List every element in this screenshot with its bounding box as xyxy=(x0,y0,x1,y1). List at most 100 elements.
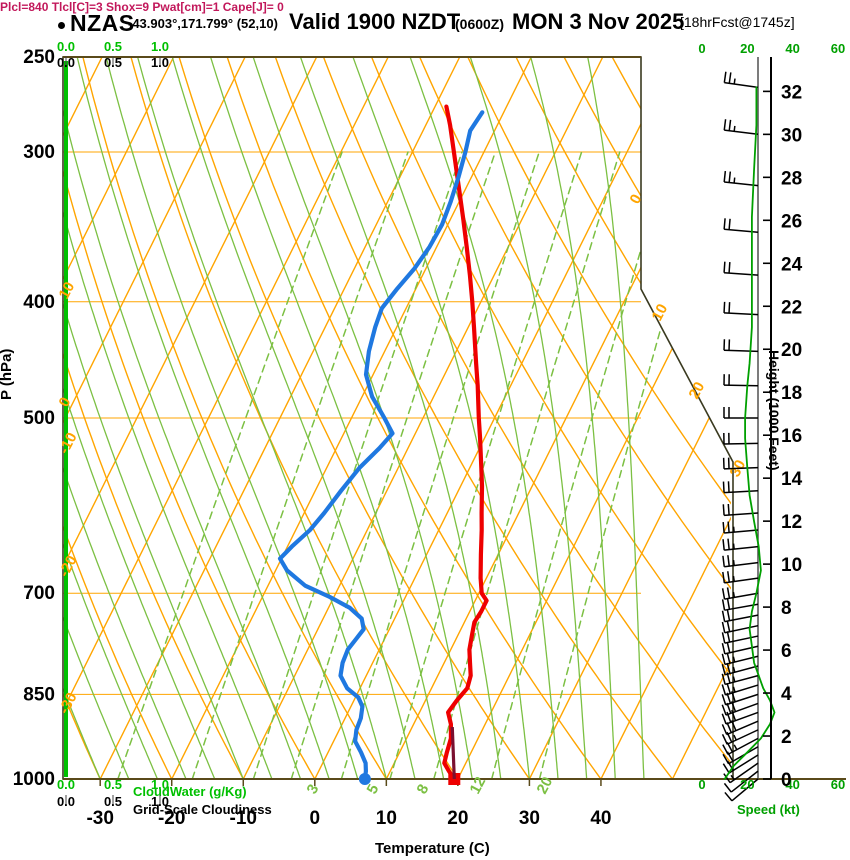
wind-barb xyxy=(721,631,759,644)
cloudwater-tick-label: 1.0 xyxy=(151,39,169,54)
height-tick-label: 26 xyxy=(781,211,802,232)
mixing-ratio-line xyxy=(290,151,497,779)
height-tick-label: 12 xyxy=(781,512,802,533)
stability-indices: Plcl=840 Tlcl[C]=3 Shox=9 Pwat[cm]=1 Cap… xyxy=(0,0,284,14)
wind-barb xyxy=(723,301,759,316)
mixing-ratio-label: 3 xyxy=(304,782,323,797)
height-tick-label: 0 xyxy=(781,770,792,791)
mixing-ratio-line xyxy=(117,151,343,779)
cloudiness-scale: 0.0 0.5 1.0 xyxy=(57,794,169,809)
speed-tick-label-top: 0 xyxy=(698,41,705,56)
wind-barb xyxy=(723,170,759,187)
wind-barb xyxy=(721,710,759,725)
height-tick-label: 24 xyxy=(781,254,803,275)
moist-adiabat-line xyxy=(469,57,588,779)
height-tick-label: 6 xyxy=(781,641,792,662)
dry-adiabat-line xyxy=(130,57,459,779)
utc-time: (0600Z) xyxy=(455,16,505,32)
height-tick-label: 28 xyxy=(781,168,802,189)
mixing-ratio-label: 20 xyxy=(534,774,557,797)
mixing-ratio-line xyxy=(191,151,409,779)
speed-tick-label-top: 20 xyxy=(740,41,754,56)
moist-adiabat-line xyxy=(299,57,502,779)
valid-time: Valid 1900 NZDT xyxy=(289,9,461,34)
mixing-ratio-label: 8 xyxy=(414,782,433,797)
wind-barb xyxy=(721,587,759,600)
wind-barb xyxy=(722,481,759,494)
isotherm-line xyxy=(63,57,389,779)
speed-tick-label-bottom: 0 xyxy=(698,777,705,792)
wind-barb xyxy=(723,432,759,445)
dry-adiabat-line xyxy=(515,57,731,779)
speed-tick-label-bottom: 20 xyxy=(740,777,754,792)
mixing-ratio-line xyxy=(490,151,671,779)
speed-tick-label-bottom: 60 xyxy=(831,777,845,792)
height-tick-label: 18 xyxy=(781,383,802,404)
wind-barb xyxy=(723,71,759,89)
moist-adiabat-line xyxy=(63,57,101,779)
pressure-tick-label: 300 xyxy=(23,142,55,163)
temperature-tick-label: -10 xyxy=(230,808,257,829)
wind-speed-line xyxy=(723,86,776,780)
wind-barb xyxy=(721,662,759,676)
isotherm-label: 10 xyxy=(56,279,79,302)
isotherm-line xyxy=(242,57,604,779)
dry-adiabat-line xyxy=(63,57,245,779)
moist-adiabat-line xyxy=(209,57,445,779)
height-tick-label: 20 xyxy=(781,340,802,361)
valid-date: MON 3 Nov 2025 xyxy=(512,9,685,34)
cloudiness-scale: 0.0 0.5 1.0 xyxy=(57,55,169,70)
cloudwater-tick-label: 0.5 xyxy=(104,777,122,792)
isotherm-line xyxy=(744,57,850,779)
wind-barb xyxy=(723,770,759,793)
wind-barb xyxy=(722,457,759,470)
dry-adiabat-line xyxy=(419,57,731,779)
wind-barb xyxy=(723,407,758,419)
wind-barb xyxy=(721,598,759,611)
height-tick-label: 16 xyxy=(781,426,802,447)
pressure-tick-labels: 250 300 400 500 700 850 1000 xyxy=(13,47,55,790)
cloudwater-tick-label: 0.5 xyxy=(104,39,122,54)
height-tick-label: 2 xyxy=(781,727,792,748)
dry-adiabat-label: 20 xyxy=(686,379,709,402)
speed-axis-label: Speed (kt) xyxy=(737,802,800,817)
wind-barb xyxy=(722,538,759,551)
pressure-tick-label: 400 xyxy=(23,292,55,313)
surface-markers xyxy=(358,726,461,785)
moist-adiabat-line xyxy=(587,57,645,779)
pressure-tick-label: 250 xyxy=(23,47,55,68)
cloudwater-tick-label: 1.0 xyxy=(151,777,169,792)
moist-adiabat-line xyxy=(252,57,473,779)
moist-adiabat-line xyxy=(105,57,359,779)
wind-barb xyxy=(723,261,759,276)
cloudwater-axis-label: CloudWater (g/Kg) xyxy=(133,784,247,799)
wind-barb xyxy=(722,555,759,568)
pressure-tick-label: 1000 xyxy=(13,769,55,790)
temperature-tick-label: -20 xyxy=(158,808,185,829)
isotherm-line xyxy=(63,57,175,779)
wind-barb xyxy=(721,609,759,623)
isotherm-line xyxy=(63,57,318,779)
wind-barb xyxy=(721,682,759,696)
moist-adiabat-line xyxy=(63,57,159,779)
temperature-tick-labels: -30 -20 -10 0 10 20 30 40 xyxy=(86,779,612,829)
temperature-profile xyxy=(442,104,489,782)
dewpoint-profile xyxy=(277,110,485,782)
pressure-tick-label: 700 xyxy=(23,583,55,604)
height-tick-label: 8 xyxy=(781,598,792,619)
dry-adiabat-line xyxy=(63,57,101,779)
wind-barb xyxy=(723,339,759,353)
cloudwater-scale: 0.0 0.5 1.0 xyxy=(57,39,169,54)
dry-adiabat-line xyxy=(178,57,531,779)
dry-adiabat-line xyxy=(805,57,850,779)
isotherm-line xyxy=(600,57,731,779)
wind-barb xyxy=(722,737,759,756)
dry-adiabat-line xyxy=(82,57,387,779)
isotherm-line xyxy=(671,57,731,779)
temperature-tick-label: 0 xyxy=(310,808,321,829)
moist-adiabat-line xyxy=(530,57,616,779)
wind-barb xyxy=(722,571,759,584)
